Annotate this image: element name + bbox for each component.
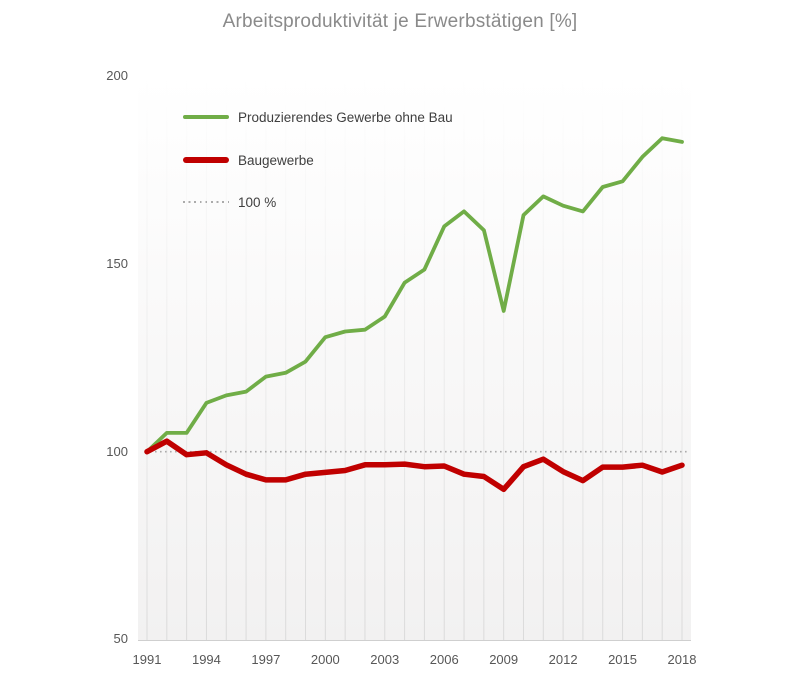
y-tick-label-50: 50 bbox=[113, 631, 128, 647]
x-tick-label-2006: 2006 bbox=[429, 652, 459, 667]
y-tick-label-100: 100 bbox=[106, 443, 128, 459]
legend-label: Produzierendes Gewerbe ohne Bau bbox=[238, 109, 453, 125]
x-tick-label-2009: 2009 bbox=[489, 652, 519, 667]
x-tick-label-2012: 2012 bbox=[548, 652, 578, 667]
plot-area bbox=[138, 76, 691, 641]
y-tick-label-150: 150 bbox=[106, 255, 128, 271]
y-tick-label-200: 200 bbox=[106, 68, 128, 84]
x-tick-label-1991: 1991 bbox=[132, 652, 162, 667]
legend-label: Baugewerbe bbox=[238, 152, 314, 168]
data-series-lines bbox=[144, 136, 685, 493]
x-tick-label-2018: 2018 bbox=[667, 652, 697, 667]
x-tick-label-2003: 2003 bbox=[370, 652, 400, 667]
legend-swatch-green-line-icon bbox=[183, 115, 229, 119]
chart-title: Arbeitsproduktivität je Erwerbstätigen [… bbox=[222, 11, 578, 32]
series-line-produzierendes-gewerbe bbox=[145, 136, 684, 454]
legend-item-produzierendes-gewerbe: Produzierendes Gewerbe ohne Bau bbox=[183, 107, 453, 127]
x-tick-label-1994: 1994 bbox=[191, 652, 221, 667]
legend-item-100-percent: 100 % bbox=[183, 192, 276, 212]
legend-item-baugewerbe: Baugewerbe bbox=[183, 150, 314, 170]
x-tick-label-2000: 2000 bbox=[310, 652, 340, 667]
legend-swatch-dotted-line-icon bbox=[183, 201, 229, 203]
legend-swatch-red-line-icon bbox=[183, 157, 229, 163]
x-tick-label-2015: 2015 bbox=[608, 652, 637, 667]
vertical-gridlines bbox=[138, 76, 691, 641]
legend-label: 100 % bbox=[238, 194, 277, 210]
x-tick-label-1997: 1997 bbox=[251, 652, 281, 667]
plot-area-background bbox=[138, 76, 691, 641]
series-line-baugewerbe bbox=[144, 438, 685, 493]
